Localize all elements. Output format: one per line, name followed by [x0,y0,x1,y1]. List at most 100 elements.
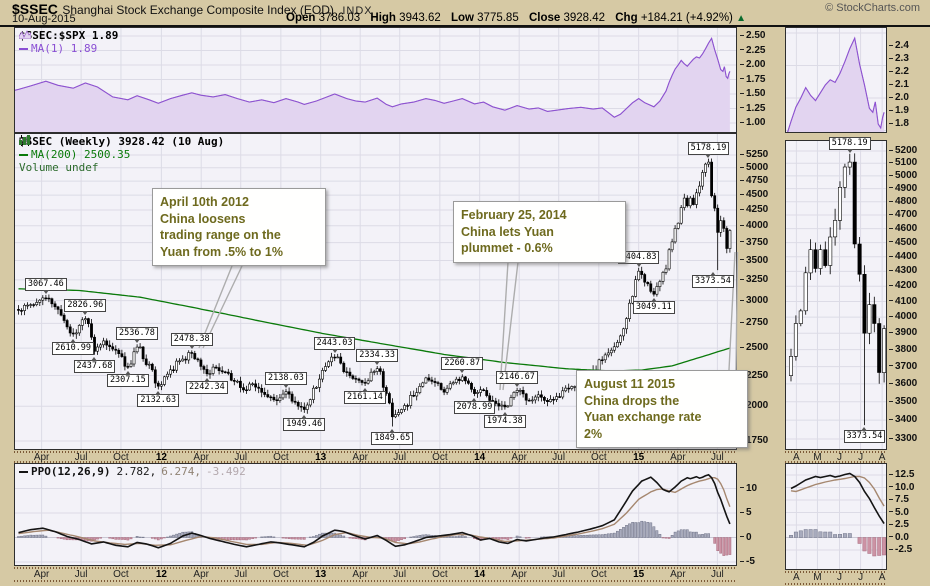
price-flag: 1974.38 [483,411,526,428]
y-axis-label: 5 [740,507,752,518]
y-axis-label: -5 [740,556,755,567]
x-axis-label: 12 [155,569,167,580]
axis-tick [889,300,893,302]
y-axis-label: 5100 [889,157,917,168]
y-axis-label: 2.4 [889,40,909,51]
axis-tick [889,548,893,550]
x-axis-label: Apr [193,569,209,580]
price-flag: 2826.96 [64,299,107,316]
x-axis-label: 12 [155,451,167,463]
axis-tick [740,299,744,301]
axis-tick [889,200,893,202]
axis-tick [740,278,744,280]
y-axis-label: 1.50 [740,88,765,99]
x-axis-label: Apr [33,451,50,463]
axis-tick [889,270,893,272]
mini-ppo-panel [785,463,887,570]
y-axis-label: 4200 [889,280,917,291]
x-axis-label: Oct [113,451,129,463]
chart-title-row: $SSEC Shanghai Stock Exchange Composite … [12,1,373,19]
ratio-panel: $SSEC:$SPX 1.89 MA(1) 1.89 [14,27,737,133]
y-axis-label: 3750 [740,237,768,248]
x-axis-label: Jul [393,451,407,463]
y-axis-label: 0.0 [889,532,909,543]
y-axis-label: 3600 [889,378,917,389]
chg-label: Chg [615,12,638,24]
tick-dots [14,450,737,453]
y-axis-label: 0 [740,532,752,543]
x-axis-label: Apr [352,569,368,580]
open-value: 3786.03 [318,12,361,24]
y-axis-label: 7.5 [889,494,909,505]
y-axis-label: 3300 [889,433,917,444]
price-flag: 2610.99 [52,338,95,355]
ma1-line-icon [19,47,28,50]
y-axis-label: 5.0 [889,507,909,518]
axis-tick [889,316,893,318]
annotation-aug-2015: August 11 2015 China drops the Yuan exch… [576,370,748,448]
x-axis-label: M [813,572,822,583]
y-axis-label: 10 [740,483,757,494]
axis-tick [889,44,893,46]
y-axis-label: 2.1 [889,79,909,90]
x-axis-label: Oct [591,569,607,580]
axis-tick [740,322,744,324]
axis-tick [889,57,893,59]
y-axis-label: -2.5 [889,544,912,555]
ma200-label: MA(200) 2500.35 [31,147,131,161]
copyright-label: © StockCharts.com [825,2,920,14]
y-axis-label: 4300 [889,265,917,276]
ppo-panel: PPO(12,26,9) 2.782, 6.274, -3.492 [14,463,737,566]
y-axis-label: 3900 [889,327,917,338]
mini-price-panel [785,140,887,450]
axis-tick [889,498,893,500]
x-axis-label: Oct [273,451,289,463]
axis-tick [889,365,893,367]
y-axis-label: 4900 [889,183,917,194]
high-value: 3943.62 [399,12,441,24]
ratio-legend: $SSEC:$SPX 1.89 MA(1) 1.89 [19,29,118,55]
axis-tick [889,96,893,98]
axis-tick [740,49,744,51]
close-label: Close [528,12,561,24]
x-axis-label: 13 [315,569,327,580]
y-axis-label: 1.00 [740,117,765,128]
axis-tick [889,437,893,439]
axis-tick [889,213,893,215]
y-axis-label: 2.3 [889,53,909,64]
price-flag: 3373.54 [843,427,886,444]
exchange-label: INDX [342,5,373,17]
price-flag: 2334.33 [356,348,399,365]
x-axis-label: 14 [474,451,486,463]
price-flag: 1849.65 [371,428,414,445]
ppo-chart [15,464,736,565]
y-axis-label: 4700 [889,209,917,220]
x-axis-label: Apr [193,451,209,463]
x-axis-label: J [858,572,864,583]
price-flag: 3373.54 [692,272,734,289]
y-axis-label: 3500 [740,255,768,266]
y-axis-label: 12.5 [889,469,914,480]
x-axis-label: Apr [511,569,527,580]
y-axis-label: 2.50 [740,30,765,41]
price-flag: 2307.15 [106,371,149,388]
axis-tick [889,122,893,124]
x-axis-label: Jul [234,569,248,580]
x-axis-label: J [837,572,842,583]
y-axis-label: 4800 [889,196,917,207]
axis-tick [889,536,893,538]
axis-tick [740,560,744,562]
tick-dots [785,583,887,585]
x-axis-label: Oct [591,451,607,463]
y-axis-label: 3500 [889,396,917,407]
tick-dots [785,450,887,453]
price-flag: 2242.34 [185,378,228,395]
y-axis-label: 3000 [740,295,768,306]
y-axis-label: 2.5 [889,519,909,530]
y-axis-label: 2.0 [889,92,909,103]
y-axis-label: 4600 [889,223,917,234]
x-axis-label: Oct [432,569,448,580]
index-name: Shanghai Stock Exchange Composite Index … [62,3,334,17]
axis-tick [740,346,744,348]
axis-tick [889,83,893,85]
